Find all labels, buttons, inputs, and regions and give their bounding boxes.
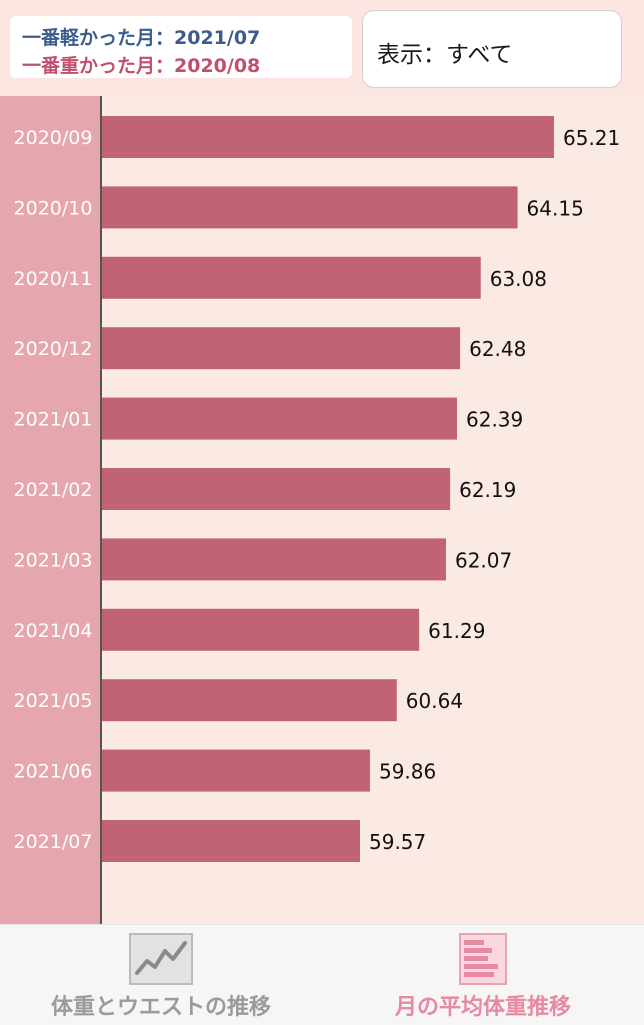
bar-2020-11 bbox=[102, 256, 481, 299]
bar-value-label: 59.86 bbox=[379, 760, 436, 784]
bar-value-label: 65.21 bbox=[563, 126, 620, 150]
bar-2021-02 bbox=[102, 468, 451, 510]
bar-value-label: 62.07 bbox=[455, 548, 512, 572]
monthly-average-chart[interactable]: 2020/09 65.21 2020/10 64.15 2020/11 63.08 2020… bbox=[0, 96, 644, 924]
bar-2020-09 bbox=[102, 116, 554, 158]
summary-header: 一番軽かった月：2021/07 一番重かった月：2020/08 表示：すべて bbox=[0, 0, 644, 96]
bar-2021-01 bbox=[102, 397, 457, 440]
bar-value-label: 61.29 bbox=[428, 619, 485, 643]
tab-weight-waist-trend[interactable]: 体重とウエストの推移 bbox=[0, 925, 322, 1025]
month-label: 2021/02 bbox=[14, 479, 93, 501]
summary-box: 一番軽かった月：2021/07 一番重かった月：2020/08 bbox=[10, 16, 352, 78]
month-label: 2021/07 bbox=[14, 831, 93, 853]
bar-2021-06 bbox=[102, 749, 370, 792]
month-label: 2020/11 bbox=[14, 268, 93, 290]
bar-chart: 2020/09 65.21 2020/10 64.15 2020/11 63.08 2020… bbox=[14, 116, 620, 862]
bar-value-label: 62.19 bbox=[459, 478, 516, 502]
display-filter-select[interactable]: 表示：すべて bbox=[362, 10, 622, 88]
bottom-tab-bar: 体重とウエストの推移 月の平均体重推移 bbox=[0, 924, 644, 1025]
month-label: 2021/01 bbox=[14, 409, 93, 431]
bar-value-label: 63.08 bbox=[490, 267, 547, 291]
month-label: 2021/03 bbox=[14, 549, 93, 571]
month-label: 2020/09 bbox=[14, 127, 93, 149]
display-filter-label: 表示：すべて bbox=[377, 42, 513, 68]
bar-2020-10 bbox=[102, 186, 518, 229]
lightest-month-text: 一番軽かった月：2021/07 bbox=[22, 27, 261, 49]
month-label: 2021/06 bbox=[14, 761, 93, 783]
bar-2021-03 bbox=[102, 538, 446, 581]
bar-chart-icon bbox=[459, 933, 507, 985]
bar-2021-05 bbox=[102, 679, 397, 722]
bar-2021-07 bbox=[102, 820, 360, 862]
month-label: 2021/05 bbox=[14, 690, 93, 712]
bar-value-label: 60.64 bbox=[406, 689, 463, 713]
bar-value-label: 59.57 bbox=[369, 830, 426, 854]
heaviest-month-text: 一番重かった月：2020/08 bbox=[22, 55, 261, 77]
month-label: 2021/04 bbox=[14, 620, 93, 642]
tab-monthly-average[interactable]: 月の平均体重推移 bbox=[322, 925, 644, 1025]
month-label: 2020/12 bbox=[14, 338, 93, 360]
bar-2020-12 bbox=[102, 327, 461, 370]
bar-value-label: 62.48 bbox=[469, 337, 526, 361]
bar-value-label: 62.39 bbox=[466, 408, 523, 432]
month-label-column bbox=[0, 96, 102, 924]
line-chart-icon bbox=[129, 933, 193, 985]
bar-value-label: 64.15 bbox=[527, 196, 584, 220]
bar-2021-04 bbox=[102, 608, 420, 651]
tab-monthly-average-label: 月の平均体重推移 bbox=[394, 995, 571, 1020]
tab-weight-waist-label: 体重とウエストの推移 bbox=[50, 995, 271, 1020]
month-label: 2020/10 bbox=[14, 197, 93, 219]
